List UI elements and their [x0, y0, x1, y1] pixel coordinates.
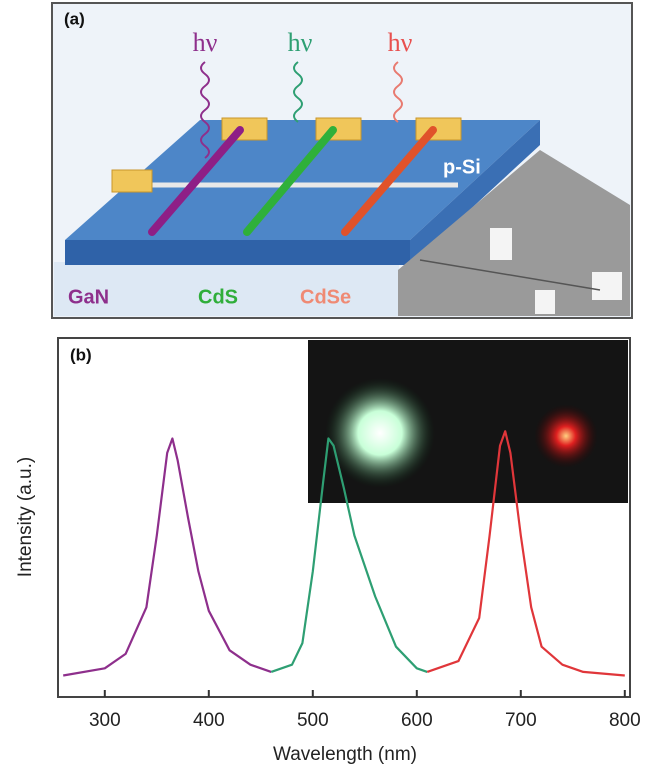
panel-label: (b) — [70, 345, 92, 364]
substrate-label: p-Si — [443, 156, 481, 178]
panel-a: (a) hν hν hν p-Si GaN CdS CdSe — [52, 3, 632, 318]
material-label: CdS — [198, 286, 238, 308]
material-label: CdSe — [300, 286, 351, 308]
photon-label: hν — [288, 28, 313, 57]
x-tick-label: 500 — [297, 710, 329, 731]
sem-feature — [592, 272, 622, 300]
x-tick-label: 600 — [401, 710, 433, 731]
x-axis-label: Wavelength (nm) — [273, 744, 417, 765]
figure: (a) hν hν hν p-Si GaN CdS CdSe (b) Wavel… — [0, 0, 648, 778]
photon-label: hν — [193, 28, 218, 57]
photo-inset — [308, 340, 628, 503]
sem-feature — [535, 290, 555, 314]
substrate-front — [65, 240, 410, 265]
panel-label: (a) — [64, 9, 85, 28]
green-emission — [325, 378, 435, 488]
x-tick-label: 700 — [505, 710, 537, 731]
x-tick-label: 300 — [89, 710, 121, 731]
x-tick-label: 400 — [193, 710, 225, 731]
red-emission — [534, 404, 598, 468]
y-axis-label: Intensity (a.u.) — [15, 457, 36, 577]
photon-label: hν — [388, 28, 413, 57]
sem-feature — [490, 228, 512, 260]
x-tick-label: 800 — [609, 710, 641, 731]
material-label: GaN — [68, 286, 109, 308]
